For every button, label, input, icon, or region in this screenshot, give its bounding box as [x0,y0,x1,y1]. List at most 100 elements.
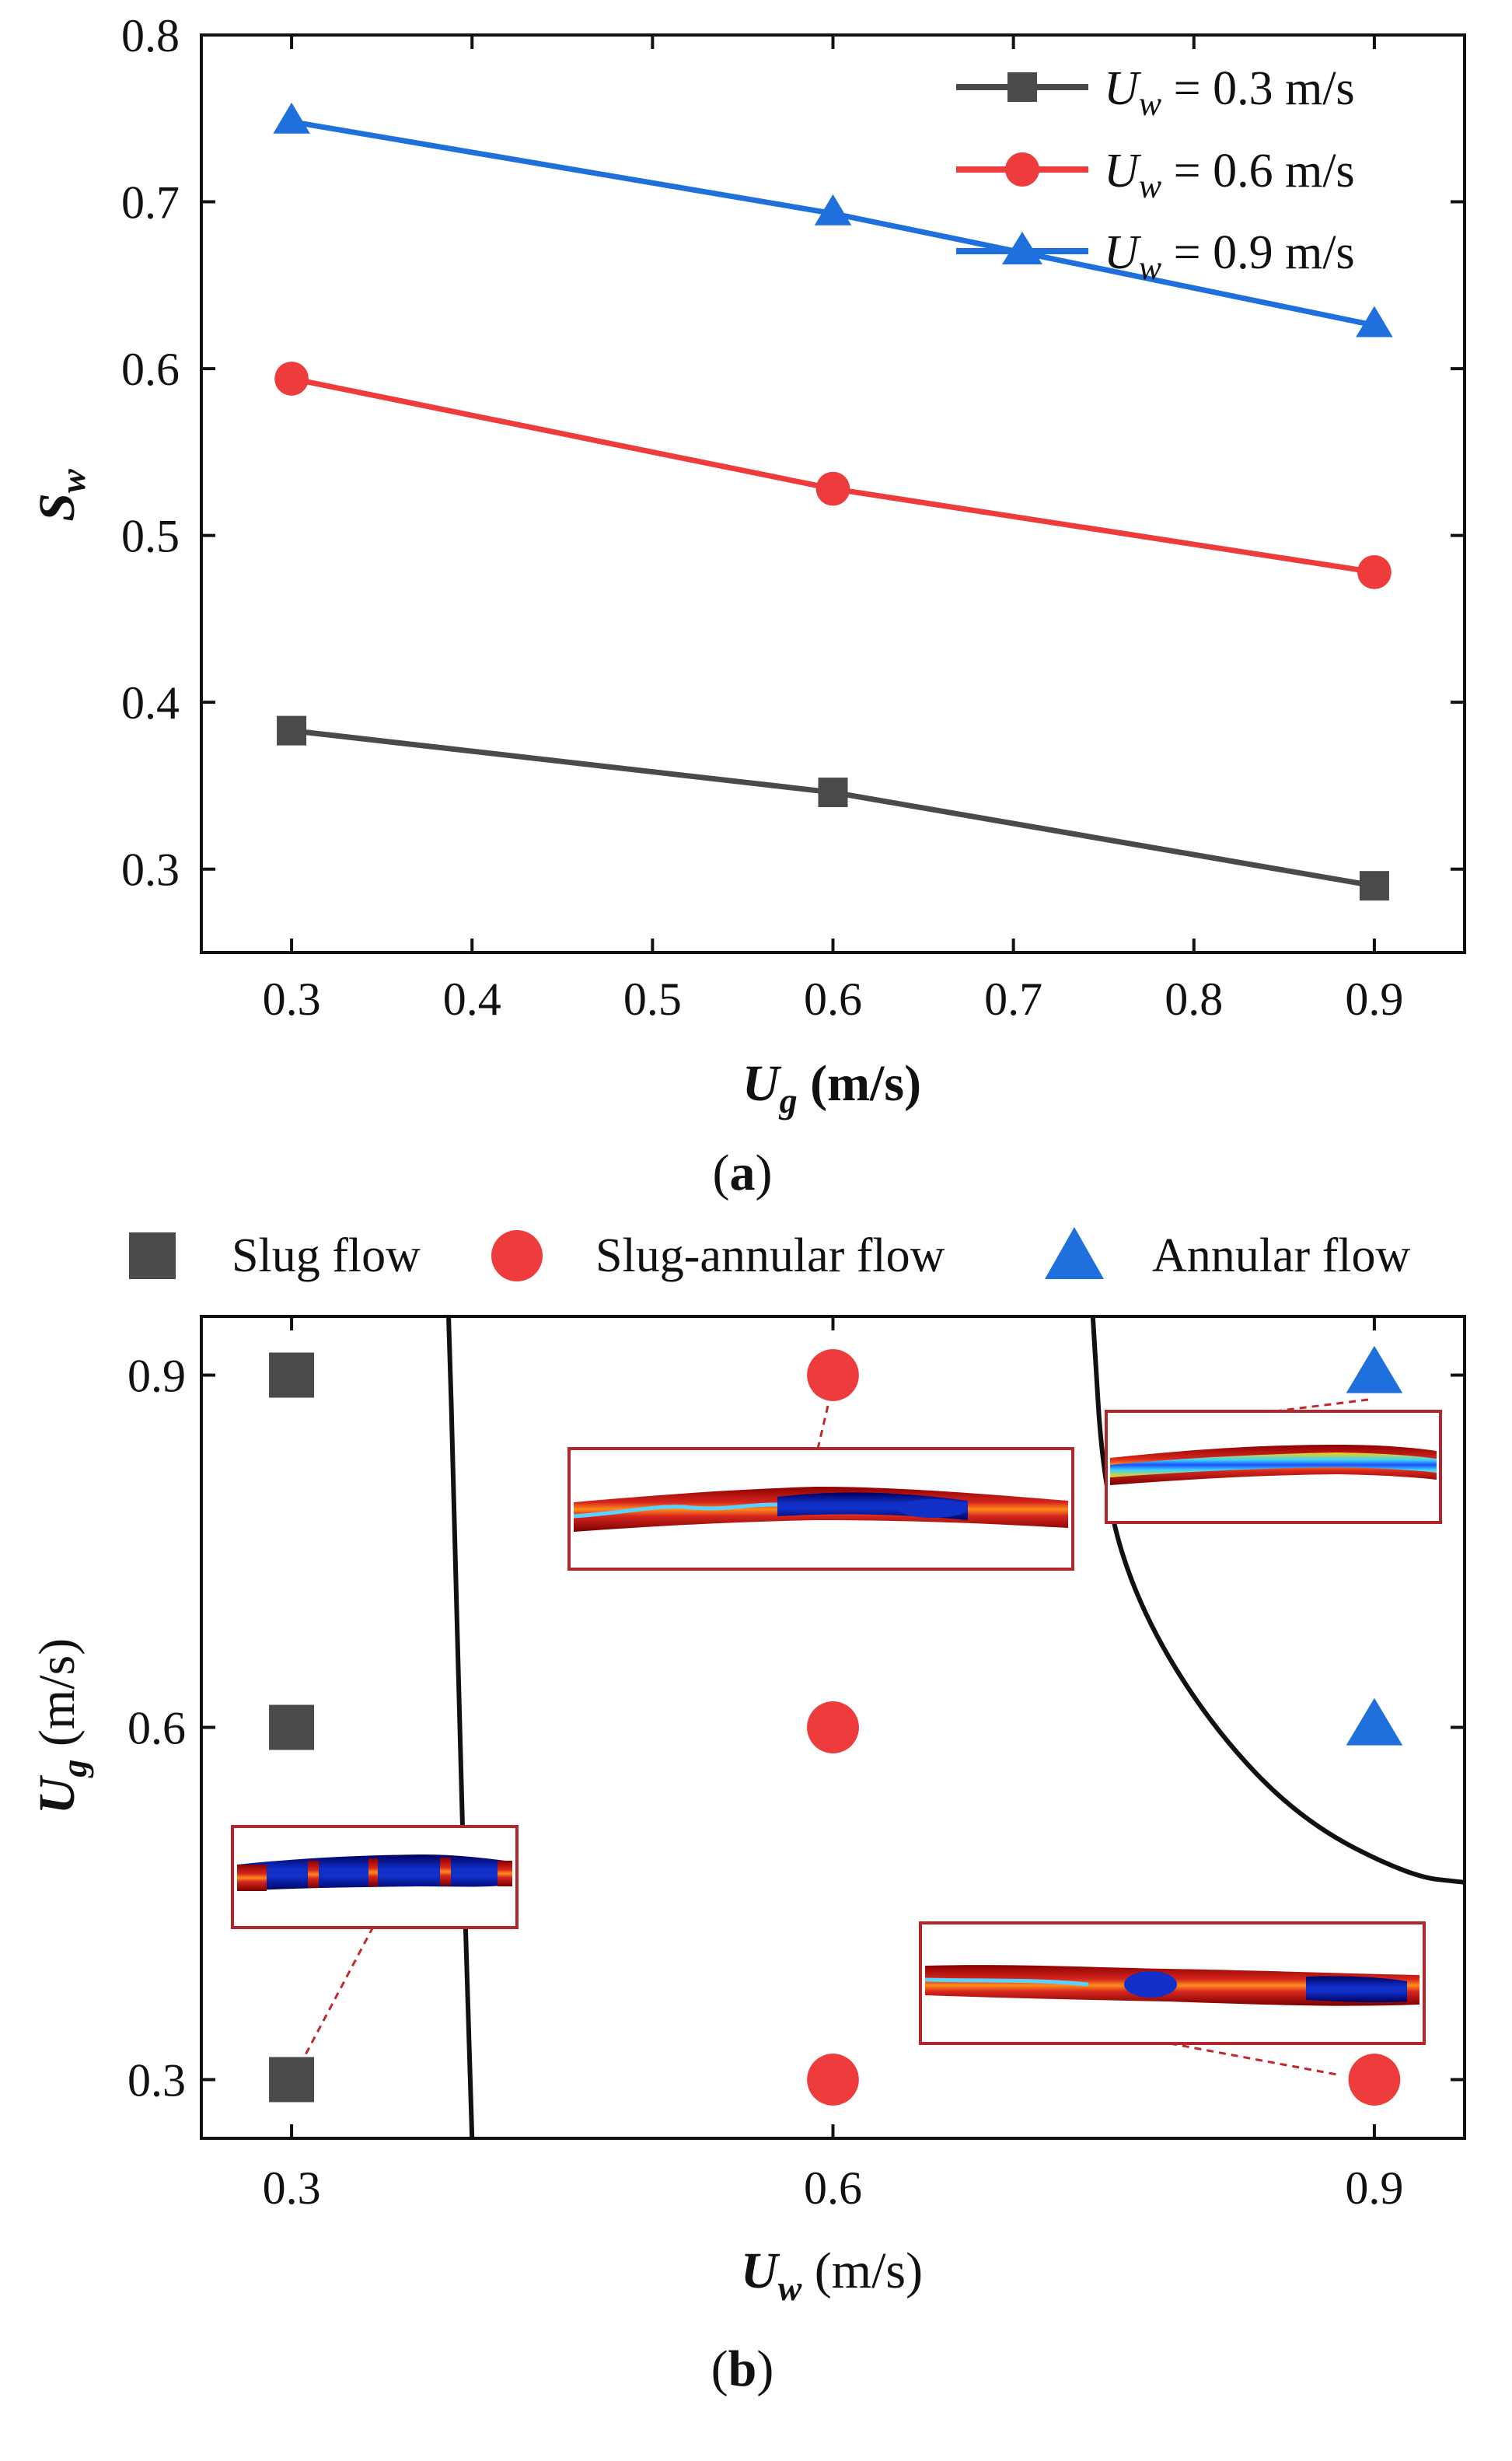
x-ticks-a: 0.3 0.4 0.5 0.6 0.7 0.8 0.9 [263,35,1403,1025]
inset-slug-slug-3 [440,1858,451,1886]
x-tick-label-a-5: 0.8 [1165,974,1223,1025]
panel-a: 0.3 0.4 0.5 0.6 0.7 0.8 0.3 0.4 0.5 0.6 0.7 0.8 0.9… [29,10,1466,1201]
y-tick-label-a-5: 0.8 [121,10,180,61]
y-axis-label-b-sub: g [54,1760,94,1778]
point-b-9 [1346,1345,1403,1393]
x-axis-label-b-sub: w [778,2268,802,2308]
panel-b: Slug flow Slug-annular flow Annular flow… [29,1227,1466,2397]
legend-label-a-1: Uw = 0.6 m/s [1104,145,1355,205]
x-tick-label-a-4: 0.7 [984,974,1042,1025]
point-a-2-0 [273,102,310,134]
legend-entry-a-1: Uw = 0.6 m/s [956,145,1355,205]
legend-label-a-2-sub: w [1139,249,1162,287]
leader-slug-annular-top [816,1405,829,1449]
inset-sa-bottom-core [1306,1976,1407,2003]
panel-label-b: (b) [711,2340,774,2397]
legend-label-a-2-main: U [1104,226,1142,279]
point-b-2 [269,1352,315,1398]
y-tick-label-b-2: 0.9 [127,1351,186,1402]
x-tick-label-a-0: 0.3 [263,974,321,1025]
inset-sa-top-wave [573,1502,778,1519]
y-axis-label-a-sub: w [53,469,93,493]
point-a-1-1 [815,471,850,506]
boundary-line-1 [1090,1316,1465,1885]
x-tick-label-b-2: 0.9 [1345,2162,1403,2214]
panel-label-a: (a) [713,1145,773,1201]
point-a-1-2 [1357,554,1392,589]
y-tick-label-a-0: 0.3 [121,844,180,896]
legend-marker-a-0 [1007,72,1037,102]
inset-slug-slug-2 [368,1858,378,1886]
inset-sa-bottom-wave [924,1977,1089,1987]
point-a-2-2 [1356,306,1393,337]
x-axis-label-a-unit: (m/s) [798,1055,921,1112]
legend-label-a-0-sub: w [1139,85,1162,123]
boundary-line-0 [446,1316,475,2139]
y-ticks-a: 0.3 0.4 0.5 0.6 0.7 0.8 [121,10,1465,896]
y-axis-label-b-unit: (m/s) [29,1638,86,1760]
point-a-0-2 [1359,871,1389,901]
y-ticks-b: 0.3 0.6 0.9 [127,1351,1465,2106]
y-tick-label-a-1: 0.4 [121,677,180,729]
y-tick-label-b-0: 0.3 [127,2055,186,2106]
inset-sa-bottom-bubble [1124,1971,1177,1998]
series-line-a-0 [291,728,1375,889]
inset-leaders [302,1398,1369,2076]
y-axis-label-b-main: U [29,1774,86,1814]
legend-marker-a-1 [1005,152,1039,187]
y-tick-label-a-4: 0.7 [121,177,180,229]
legend-entry-a-0: Uw = 0.3 m/s [956,62,1355,123]
point-b-3 [807,2054,859,2106]
leader-annular [1274,1398,1369,1413]
y-tick-label-b-1: 0.6 [127,1703,186,1754]
legend-marker-a-2 [1002,232,1042,264]
panel-label-b-letter: b [728,2340,757,2397]
x-axis-label-a: Ug (m/s) [742,1055,921,1120]
point-b-6 [1348,2054,1401,2106]
y-axis-label-a: Sw [29,469,93,522]
inset-slug-annular-bottom [919,1921,1426,2045]
series-layer-a [273,102,1393,901]
leader-slug [302,1926,375,2060]
point-a-2-1 [814,194,852,225]
y-axis-label-a-main: S [29,493,86,522]
inset-slug-slug-1 [308,1861,319,1888]
legend-label-b-2: Annular flow [1152,1229,1411,1282]
legend-label-a-1-main: U [1104,145,1142,198]
legend-a: Uw = 0.3 m/s Uw = 0.6 m/s Uw = 0.9 m/s [956,62,1355,287]
x-tick-label-a-3: 0.6 [804,974,862,1025]
panel-label-b-open: ( [711,2340,728,2397]
points-layer-b [269,1345,1403,2106]
point-b-1 [269,1704,315,1750]
point-a-0-1 [818,778,848,808]
y-tick-label-a-3: 0.6 [121,344,180,395]
x-tick-label-b-1: 0.6 [804,2162,862,2214]
legend-b: Slug flow Slug-annular flow Annular flow [129,1227,1411,1282]
point-b-8 [1346,1697,1403,1746]
inset-slug-cap-right [498,1861,512,1886]
x-tick-label-b-0: 0.3 [263,2162,321,2214]
leader-slug-annular-bottom [1169,2042,1338,2076]
inset-slug-cap-left [237,1865,267,1891]
regime-boundaries [446,1316,1465,2139]
legend-label-b-1: Slug-annular flow [595,1229,945,1282]
point-b-5 [807,1349,859,1401]
legend-label-a-0-rest: = 0.3 m/s [1161,62,1355,115]
x-axis-label-a-main: U [742,1055,782,1112]
legend-label-a-0-main: U [1104,62,1142,115]
point-b-7 [807,1701,859,1753]
legend-label-a-2-rest: = 0.9 m/s [1161,226,1355,279]
legend-marker-b-1 [491,1230,543,1281]
inset-annular-core [1110,1452,1437,1477]
inset-slug-annular-top [567,1447,1074,1571]
x-tick-label-a-2: 0.5 [623,974,682,1025]
point-b-0 [269,2057,315,2103]
x-axis-label-b-unit: (m/s) [801,2243,923,2299]
panel-label-a-close: ) [756,1145,773,1201]
panel-label-a-letter: a [730,1145,756,1201]
inset-slug-flow [231,1825,519,1929]
x-axis-label-b: Uw (m/s) [741,2243,923,2308]
x-tick-label-a-1: 0.4 [443,974,501,1025]
inset-annular [1105,1410,1442,1524]
